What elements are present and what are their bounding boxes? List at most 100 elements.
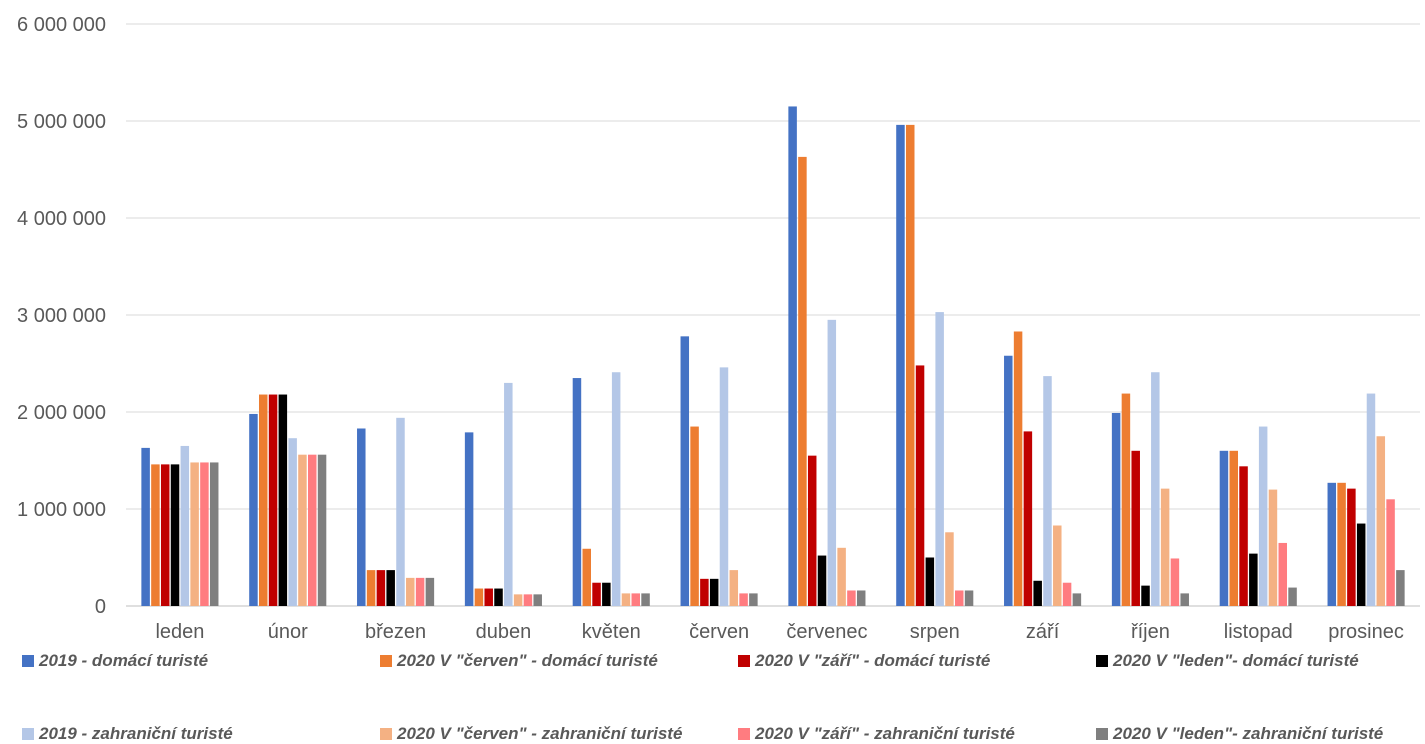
- x-tick-label: červen: [689, 621, 749, 643]
- legend-item: 2020 V "červen" - domácí turisté: [380, 651, 658, 671]
- bar: [1239, 466, 1248, 606]
- y-tick-label: 4 000 000: [17, 208, 106, 230]
- bar: [524, 594, 533, 606]
- bar: [161, 464, 170, 606]
- bar: [818, 556, 827, 606]
- bar: [1396, 570, 1405, 606]
- bar: [1131, 451, 1140, 606]
- bar: [1180, 593, 1189, 606]
- legend-label: 2020 V "leden"- domácí turisté: [1113, 651, 1359, 671]
- x-axis-tick-labels: leden únor březen duben květen červen červenec…: [155, 621, 1403, 643]
- legend-swatch: [380, 728, 392, 740]
- bar: [602, 583, 611, 606]
- bar: [612, 372, 621, 606]
- x-tick-label: březen: [365, 621, 426, 643]
- bar: [808, 456, 817, 606]
- bar: [171, 464, 180, 606]
- bar: [641, 593, 650, 606]
- bar: [700, 579, 709, 606]
- y-tick-label: 1 000 000: [17, 499, 106, 521]
- bar: [632, 593, 641, 606]
- bar: [798, 157, 807, 606]
- bar: [896, 125, 905, 606]
- bar: [828, 320, 837, 606]
- legend-item: 2020 V "červen" - zahraniční turisté: [380, 724, 682, 744]
- bar: [1259, 427, 1268, 606]
- legend-label: 2019 - zahraniční turisté: [39, 724, 233, 744]
- legend: 2019 - domácí turisté 2020 V "červen" - d…: [0, 646, 1425, 744]
- bar: [1073, 593, 1082, 606]
- bar: [681, 336, 690, 606]
- legend-item: 2019 - domácí turisté: [22, 651, 208, 671]
- bar: [1347, 489, 1356, 606]
- y-tick-label: 2 000 000: [17, 402, 106, 424]
- bar: [1269, 490, 1278, 606]
- y-axis-tick-labels: 0 1 000 000 2 000 000 3 000 000 4 000 000 5 0…: [17, 14, 106, 618]
- bar: [416, 578, 425, 606]
- legend-label: 2020 V "září" - domácí turisté: [755, 651, 990, 671]
- bar: [1033, 581, 1042, 606]
- x-tick-label: únor: [268, 621, 308, 643]
- bar: [1377, 436, 1386, 606]
- legend-swatch: [738, 728, 750, 740]
- bar: [1112, 413, 1121, 606]
- bar: [1357, 524, 1366, 606]
- bar: [494, 589, 503, 606]
- bar: [622, 593, 631, 606]
- x-tick-label: květen: [582, 621, 641, 643]
- bar: [1014, 331, 1023, 606]
- x-tick-label: červenec: [786, 621, 867, 643]
- bar: [1367, 394, 1376, 606]
- bar: [1249, 554, 1258, 606]
- bar: [357, 428, 366, 606]
- bar: [181, 446, 190, 606]
- x-tick-label: prosinec: [1328, 621, 1404, 643]
- legend-label: 2020 V "červen" - domácí turisté: [397, 651, 658, 671]
- chart: 0 1 000 000 2 000 000 3 000 000 4 000 000 5 0…: [0, 0, 1425, 646]
- bar: [377, 570, 386, 606]
- bar: [1053, 525, 1062, 606]
- bar: [1386, 499, 1395, 606]
- legend-label: 2019 - domácí turisté: [39, 651, 208, 671]
- bar: [710, 579, 719, 606]
- bar: [1141, 586, 1150, 606]
- bar: [965, 590, 974, 606]
- bar: [484, 589, 493, 606]
- bar: [935, 312, 944, 606]
- legend-item: 2019 - zahraniční turisté: [22, 724, 233, 744]
- bar: [504, 383, 512, 606]
- bar: [916, 365, 925, 606]
- bar: [690, 427, 699, 606]
- bar: [318, 455, 327, 606]
- legend-swatch: [22, 655, 34, 667]
- legend-label: 2020 V "červen" - zahraniční turisté: [397, 724, 682, 744]
- bar: [386, 570, 395, 606]
- bar: [720, 367, 729, 606]
- bar: [475, 589, 484, 606]
- legend-item: 2020 V "leden"- domácí turisté: [1096, 651, 1359, 671]
- bar: [1328, 483, 1337, 606]
- legend-item: 2020 V "září" - zahraniční turisté: [738, 724, 1015, 744]
- bar: [1004, 356, 1013, 606]
- bar: [906, 125, 915, 606]
- bar: [288, 438, 297, 606]
- bar: [583, 549, 592, 606]
- bar: [406, 578, 415, 606]
- bar: [573, 378, 582, 606]
- legend-swatch: [1096, 728, 1108, 740]
- bar: [210, 462, 219, 606]
- legend-item: 2020 V "září" - domácí turisté: [738, 651, 990, 671]
- bar: [514, 594, 523, 606]
- x-tick-label: listopad: [1224, 621, 1293, 643]
- bar: [533, 594, 542, 606]
- y-tick-label: 0: [95, 596, 106, 618]
- bar: [1063, 583, 1072, 606]
- legend-swatch: [1096, 655, 1108, 667]
- legend-swatch: [380, 655, 392, 667]
- bar: [308, 455, 317, 606]
- bar: [279, 395, 288, 606]
- y-tick-label: 5 000 000: [17, 111, 106, 133]
- legend-label: 2020 V "leden"- zahraniční turisté: [1113, 724, 1383, 744]
- bar: [141, 448, 150, 606]
- bar: [592, 583, 601, 606]
